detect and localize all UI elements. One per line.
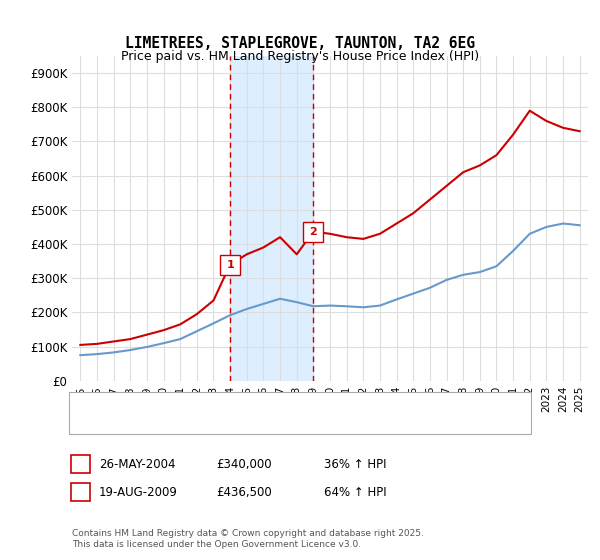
Text: HPI: Average price, detached house, Somerset: HPI: Average price, detached house, Some… xyxy=(108,412,351,422)
Text: 1: 1 xyxy=(76,458,85,471)
Bar xyxy=(230,56,313,381)
Text: 19-AUG-2009: 19-AUG-2009 xyxy=(99,486,178,499)
Text: Contains HM Land Registry data © Crown copyright and database right 2025.
This d: Contains HM Land Registry data © Crown c… xyxy=(72,529,424,549)
Text: LIMETREES, STAPLEGROVE, TAUNTON, TA2 6EG (detached house): LIMETREES, STAPLEGROVE, TAUNTON, TA2 6EG… xyxy=(108,400,449,410)
Text: Price paid vs. HM Land Registry's House Price Index (HPI): Price paid vs. HM Land Registry's House … xyxy=(121,50,479,63)
Text: LIMETREES, STAPLEGROVE, TAUNTON, TA2 6EG: LIMETREES, STAPLEGROVE, TAUNTON, TA2 6EG xyxy=(125,36,475,52)
Text: £340,000: £340,000 xyxy=(216,458,272,471)
Text: 36% ↑ HPI: 36% ↑ HPI xyxy=(324,458,386,471)
Text: £436,500: £436,500 xyxy=(216,486,272,499)
Text: 1: 1 xyxy=(226,259,234,269)
Text: 64% ↑ HPI: 64% ↑ HPI xyxy=(324,486,386,499)
Text: 26-MAY-2004: 26-MAY-2004 xyxy=(99,458,176,471)
Text: 2: 2 xyxy=(76,486,85,499)
Text: 2: 2 xyxy=(310,227,317,236)
